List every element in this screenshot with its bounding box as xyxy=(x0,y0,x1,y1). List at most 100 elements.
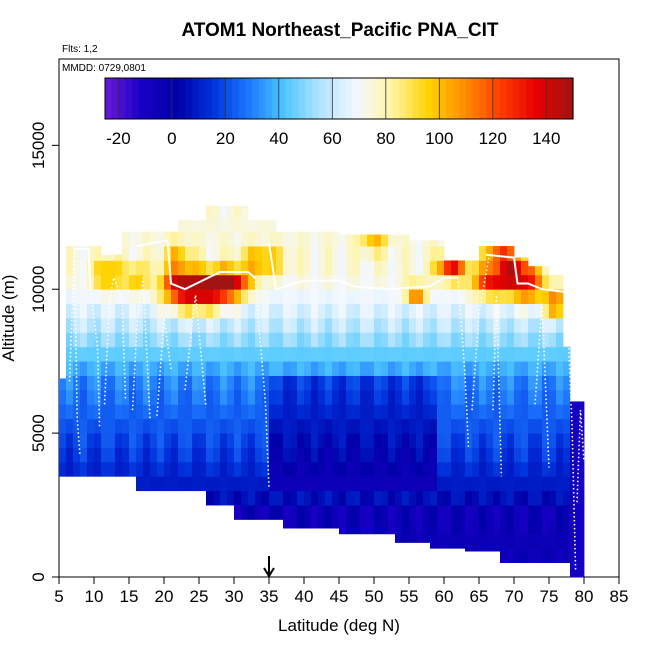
heatmap-cell xyxy=(402,433,410,448)
heatmap-cell xyxy=(241,476,249,492)
heatmap-cell xyxy=(234,375,242,391)
heatmap-cell xyxy=(381,318,389,333)
heatmap-cell xyxy=(500,490,508,506)
heatmap-cell xyxy=(262,346,270,362)
heatmap-cell xyxy=(409,447,417,463)
heatmap-cell xyxy=(388,375,396,391)
heatmap-cell xyxy=(325,332,333,348)
heatmap-cell xyxy=(283,346,291,362)
heatmap-cell xyxy=(332,332,340,348)
heatmap-cell xyxy=(262,246,270,261)
colorbar-strip xyxy=(552,78,561,119)
heatmap-cell xyxy=(339,289,347,305)
heatmap-cell xyxy=(465,447,473,463)
heatmap-cell xyxy=(311,447,319,463)
heatmap-cell xyxy=(423,289,431,305)
colorbar-strip xyxy=(432,78,440,119)
flight-track-dotted xyxy=(471,254,491,411)
heatmap-cell xyxy=(255,246,263,261)
heatmap-cell xyxy=(199,418,207,434)
heatmap-cell xyxy=(178,375,186,391)
heatmap-cell xyxy=(430,246,438,261)
colorbar-strip xyxy=(385,78,394,119)
heatmap-cell xyxy=(353,476,361,492)
heatmap-cell xyxy=(115,254,123,261)
heatmap-cell xyxy=(269,220,277,233)
heatmap-cell xyxy=(276,375,284,391)
colorbar-strip xyxy=(285,78,293,119)
heatmap-cell xyxy=(486,361,494,376)
heatmap-cell xyxy=(129,361,137,376)
heatmap-cell xyxy=(227,260,235,276)
heatmap-cell xyxy=(94,303,102,319)
heatmap-cell xyxy=(444,274,452,290)
colorbar-strip xyxy=(245,78,253,119)
heatmap-cell xyxy=(150,461,158,477)
heatmap-cell xyxy=(248,318,256,333)
heatmap-cell xyxy=(437,505,445,520)
heatmap-cell xyxy=(108,274,116,290)
heatmap-cell xyxy=(388,505,396,520)
heatmap-cell xyxy=(339,476,347,492)
heatmap-cell xyxy=(213,476,221,492)
heatmap-cell xyxy=(472,447,480,463)
heatmap-cell xyxy=(507,447,515,463)
colorbar-strip xyxy=(332,78,340,119)
heatmap-cell xyxy=(360,332,368,348)
heatmap-cell xyxy=(528,318,536,333)
heatmap-cell xyxy=(479,418,487,434)
colorbar-tick-label: -20 xyxy=(106,129,131,148)
heatmap-cell xyxy=(493,332,501,348)
heatmap-cell xyxy=(122,433,130,448)
heatmap-cell xyxy=(451,303,459,319)
heatmap-cell xyxy=(129,433,137,448)
heatmap-cell xyxy=(325,346,333,362)
heatmap-cell xyxy=(346,303,354,319)
heatmap-cell xyxy=(59,461,67,477)
heatmap-cell xyxy=(556,404,564,420)
heatmap-cell xyxy=(472,418,480,434)
heatmap-cell xyxy=(269,246,277,261)
flights-label: Flts: 1,2 xyxy=(62,44,98,55)
heatmap-cell xyxy=(108,346,116,362)
heatmap-cell xyxy=(80,318,88,333)
heatmap-cell xyxy=(367,303,375,319)
colorbar-strip xyxy=(272,78,280,119)
heatmap-cell xyxy=(521,505,529,520)
heatmap-cell xyxy=(444,361,452,376)
heatmap-cell xyxy=(430,260,438,276)
heatmap-cell xyxy=(395,519,403,535)
heatmap-cell xyxy=(304,361,312,376)
heatmap-cell xyxy=(507,505,515,520)
heatmap-cell xyxy=(241,231,249,247)
heatmap-cell xyxy=(535,548,543,564)
heatmap-cell xyxy=(115,303,123,319)
heatmap-cell xyxy=(164,303,172,319)
heatmap-cell xyxy=(381,274,389,290)
heatmap-cell xyxy=(465,361,473,376)
heatmap-cell xyxy=(150,476,158,492)
heatmap-cell xyxy=(521,332,529,348)
heatmap-cell xyxy=(388,519,396,535)
heatmap-cell xyxy=(521,303,529,319)
heatmap-cell xyxy=(416,433,424,448)
heatmap-cell xyxy=(129,447,137,463)
flight-track-segment xyxy=(268,243,458,291)
heatmap-cell xyxy=(290,490,298,506)
heatmap-cell xyxy=(311,231,319,247)
heatmap-cell xyxy=(332,375,340,391)
heatmap-cell xyxy=(346,389,354,405)
heatmap-cell xyxy=(388,447,396,463)
heatmap-cell xyxy=(283,303,291,319)
heatmap-cell xyxy=(500,447,508,463)
heatmap-cell xyxy=(290,346,298,362)
heatmap-cell xyxy=(374,361,382,376)
heatmap-cell xyxy=(388,260,396,276)
heatmap-cell xyxy=(493,274,501,290)
heatmap-cell xyxy=(437,260,445,276)
heatmap-cell xyxy=(416,389,424,405)
heatmap-cell xyxy=(507,533,515,549)
heatmap-cell xyxy=(514,447,522,463)
heatmap-cell xyxy=(423,240,431,247)
heatmap-cell xyxy=(178,361,186,376)
